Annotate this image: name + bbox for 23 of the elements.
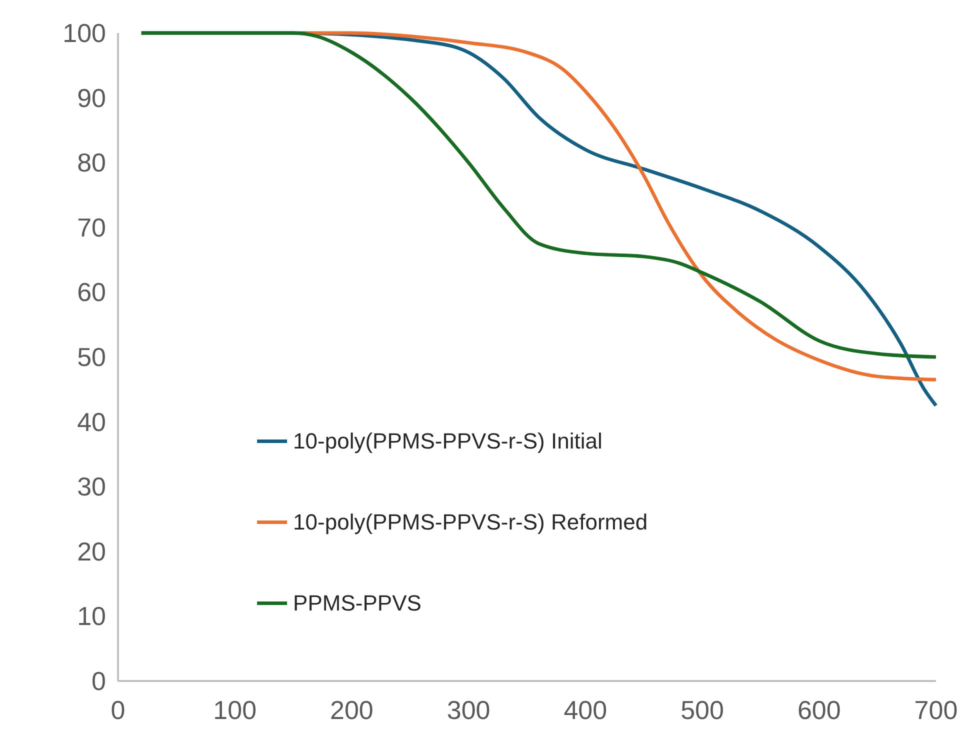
- x-tick-label: 600: [797, 695, 841, 725]
- x-tick-label: 500: [680, 695, 724, 725]
- y-tick-label: 90: [77, 82, 106, 113]
- x-tick-label: 0: [110, 695, 126, 725]
- y-tick-label: 0: [92, 666, 106, 696]
- y-tick-label: 80: [77, 148, 106, 178]
- y-tick-label: 30: [77, 472, 106, 502]
- legend-label: 10-poly(PPMS-PPVS-r-S) Reformed: [293, 510, 648, 535]
- x-tick-label: 700: [914, 695, 958, 725]
- legend-label: PPMS-PPVS: [293, 590, 422, 616]
- y-tick-label: 40: [77, 406, 106, 437]
- y-tick-label: 10: [77, 601, 106, 632]
- y-tick-label: 60: [77, 277, 106, 308]
- y-tick-label: 20: [77, 536, 106, 566]
- x-tick-label: 200: [330, 695, 374, 725]
- x-tick-label: 300: [446, 695, 490, 725]
- legend-label: 10-poly(PPMS-PPVS-r-S) Initial: [293, 428, 602, 454]
- x-tick-label: 400: [564, 695, 608, 725]
- y-tick-label: 70: [77, 212, 106, 242]
- x-tick-label: 100: [213, 695, 257, 725]
- y-tick-label: 50: [77, 342, 106, 372]
- line-series: [303, 31, 938, 382]
- y-tick-label: 100: [62, 18, 106, 48]
